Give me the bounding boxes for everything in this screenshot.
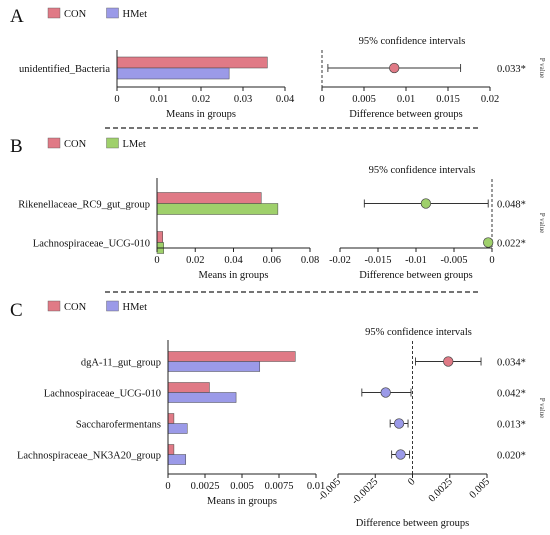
bar-hmet (167, 392, 237, 403)
bar-x-tick-label: 0.08 (301, 255, 319, 266)
bar-x-tick-label: 0.01 (150, 94, 168, 105)
category-label: Lachnospiraceae_NK3A20_group (17, 451, 161, 462)
panel-c: C CON HMet dgA-11_gut_group Lachnospiraceae_… (10, 300, 546, 529)
p-value-label: 0.042* (497, 389, 526, 400)
legend-swatch-hmet (106, 7, 119, 19)
bar-x-tick-label: 0.0025 (191, 481, 220, 492)
legend-label-hmet: HMet (123, 302, 148, 313)
legend-label-con: CON (64, 9, 87, 20)
ci-point (380, 387, 391, 398)
legend-label-lmet: LMet (123, 139, 146, 150)
bar-con (156, 192, 262, 204)
bar-hmet (167, 423, 188, 434)
ci-x-tick-label: -0.02 (329, 255, 351, 266)
ci-x-tick-label: 0 (489, 255, 494, 266)
ci-x-tick-label: -0.0025 (350, 476, 381, 507)
ci-point (389, 62, 400, 74)
legend-label-con: CON (64, 139, 87, 150)
bar-con (156, 231, 163, 243)
ci-point (393, 418, 405, 429)
ci-x-tick-label: 0 (406, 476, 417, 487)
bar-con (116, 56, 268, 69)
ci-x-tick-label: -0.015 (364, 255, 391, 266)
legend-swatch-con (47, 137, 61, 149)
bar-x-tick-label: 0 (154, 255, 159, 266)
legend-swatch-con (47, 7, 61, 19)
panel-b: B CON LMet Rikenellaceae_RC9_gut_group Lachn… (10, 136, 546, 281)
p-value-label: 0.022* (497, 239, 526, 250)
bar-x-tick-label: 0 (165, 481, 170, 492)
bar-x-axis-title: Means in groups (199, 270, 269, 281)
ci-x-tick-label: 0.02 (481, 94, 499, 105)
p-value-label: 0.033* (497, 64, 526, 75)
ci-x-tick-label: 0.01 (397, 94, 415, 105)
p-value-title: P value (538, 398, 546, 419)
ci-x-axis-title: Difference between groups (356, 518, 470, 529)
bar-x-tick-label: 0.02 (186, 255, 204, 266)
ci-x-tick-label: 0.015 (436, 94, 460, 105)
ci-x-tick-label: 0.005 (352, 94, 376, 105)
legend-swatch-con (47, 300, 61, 312)
ci-x-axis-title: Difference between groups (359, 270, 473, 281)
bar-hmet (167, 454, 187, 465)
category-label: dgA-11_gut_group (81, 358, 161, 369)
category-label: Lachnospiraceae_UCG-010 (33, 239, 150, 250)
bar-x-tick-label: 0.04 (276, 94, 295, 105)
panel-letter: C (10, 300, 23, 321)
ci-title: 95% confidence intervals (359, 36, 466, 47)
bar-lmet (156, 203, 279, 215)
panel-a: A CON HMet unidentified_Bacteria 0 0.01 0.02 0.… (10, 6, 546, 120)
bar-x-tick-label: 0.04 (224, 255, 243, 266)
ci-x-tick-label: 0.0025 (427, 476, 455, 504)
bar-x-tick-label: 0 (114, 94, 119, 105)
p-value-label: 0.048* (497, 200, 526, 211)
ci-point (483, 237, 494, 248)
bar-x-tick-label: 0.02 (192, 94, 210, 105)
ci-x-tick-label: -0.005 (440, 255, 467, 266)
p-value-title: P value (538, 213, 546, 234)
legend-swatch-lmet (106, 137, 119, 149)
ci-point (395, 449, 406, 460)
bar-x-tick-label: 0.03 (234, 94, 252, 105)
ci-x-tick-label: -0.01 (405, 255, 427, 266)
ci-point (420, 198, 432, 209)
bar-x-tick-label: 0.0075 (265, 481, 294, 492)
p-value-title: P value (538, 58, 546, 79)
p-value-label: 0.020* (497, 451, 526, 462)
bar-x-axis-title: Means in groups (166, 109, 236, 120)
ci-title: 95% confidence intervals (365, 327, 472, 338)
ci-title: 95% confidence intervals (369, 165, 476, 176)
bar-x-tick-label: 0.06 (263, 255, 281, 266)
bar-con (167, 382, 210, 393)
bar-con (167, 413, 175, 424)
ci-point (443, 356, 454, 367)
bar-con (167, 351, 296, 362)
category-label: Rikenellaceae_RC9_gut_group (18, 200, 150, 211)
category-label: unidentified_Bacteria (19, 64, 110, 75)
p-value-label: 0.034* (497, 358, 526, 369)
legend-label-hmet: HMet (123, 9, 148, 20)
panel-letter: A (10, 6, 24, 27)
ci-x-tick-label: 0 (319, 94, 324, 105)
legend-swatch-hmet (106, 300, 119, 312)
bar-x-axis-title: Means in groups (207, 496, 277, 507)
category-label: Saccharofermentans (76, 420, 161, 431)
panel-letter: B (10, 136, 23, 157)
bar-x-tick-label: 0.01 (307, 481, 325, 492)
legend-label-con: CON (64, 302, 87, 313)
ci-x-axis-title: Difference between groups (349, 109, 463, 120)
ci-x-tick-label: 0.005 (468, 476, 492, 500)
bar-con (167, 444, 175, 455)
bar-x-tick-label: 0.005 (230, 481, 254, 492)
category-label: Lachnospiraceae_UCG-010 (44, 389, 161, 400)
bar-hmet (116, 67, 230, 80)
p-value-label: 0.013* (497, 420, 526, 431)
bar-hmet (167, 361, 261, 372)
